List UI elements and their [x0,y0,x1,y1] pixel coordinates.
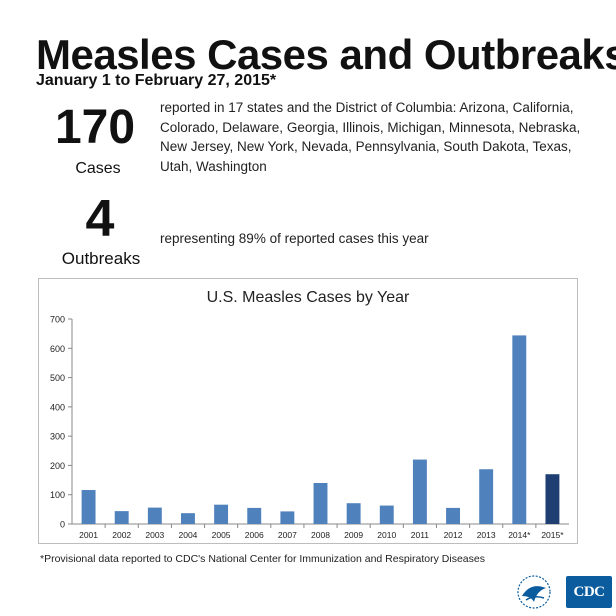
y-tick-label: 600 [50,344,65,354]
y-tick-label: 700 [50,315,65,325]
bar-2015 [545,474,560,524]
x-tick-label: 2001 [79,530,98,540]
y-tick-label: 100 [50,490,65,500]
x-tick-label: 2009 [344,530,363,540]
bar-2007 [280,511,295,524]
chart-title: U.S. Measles Cases by Year [206,289,410,306]
y-tick-label: 300 [50,432,65,442]
hhs-eagle-icon [517,575,551,609]
footnote: *Provisional data reported to CDC's Nati… [40,553,485,565]
outbreaks-label: Outbreaks [61,249,141,268]
outbreaks-count: 4 [85,190,115,248]
x-tick-label: 2010 [377,530,396,540]
bar-2012 [446,507,460,524]
x-tick-label: 2006 [245,530,264,540]
cdc-logo: CDC [566,576,612,608]
outbreaks-description: representing 89% of reported cases this … [160,231,429,246]
cases-description: reported in 17 states and the District o… [160,100,581,174]
bar-2002 [114,511,129,524]
page-subtitle: January 1 to February 27, 2015* [36,72,277,89]
y-tick-label: 0 [60,520,65,530]
page-title: Measles Cases and Outbreaks [36,31,616,78]
bar-2004 [181,513,195,524]
bar-2010 [379,505,394,524]
x-tick-label: 2004 [179,530,198,540]
x-tick-label: 2008 [311,530,330,540]
bar-2003 [147,507,162,524]
x-tick-label: 2005 [212,530,231,540]
x-tick-label: 2013 [477,530,496,540]
bar-2005 [214,504,229,524]
chart-container: U.S. Measles Cases by Year 0 100 200 300 400… [38,278,578,544]
cases-label: Cases [75,160,121,177]
bar-2013 [479,469,494,524]
y-tick-label: 500 [50,373,65,383]
x-tick-label: 2003 [145,530,164,540]
bar-2014 [512,335,527,524]
bar-2008 [313,483,328,524]
bar-2009 [346,503,361,524]
x-tick-label: 2002 [112,530,131,540]
x-tick-label: 2007 [278,530,297,540]
y-tick-label: 200 [50,461,65,471]
bar-chart: 0 100 200 300 400 500 600 700 2001 2002 2003 2004 20… [50,315,569,540]
x-tick-label: 2015* [541,530,564,540]
x-tick-label: 2014* [508,530,531,540]
x-tick-label: 2011 [411,530,430,540]
bar-2001 [81,490,96,524]
x-tick-label: 2012 [444,530,463,540]
y-tick-label: 400 [50,402,65,412]
cases-count: 170 [54,101,136,154]
bar-2006 [247,507,262,524]
bar-2011 [412,459,427,524]
